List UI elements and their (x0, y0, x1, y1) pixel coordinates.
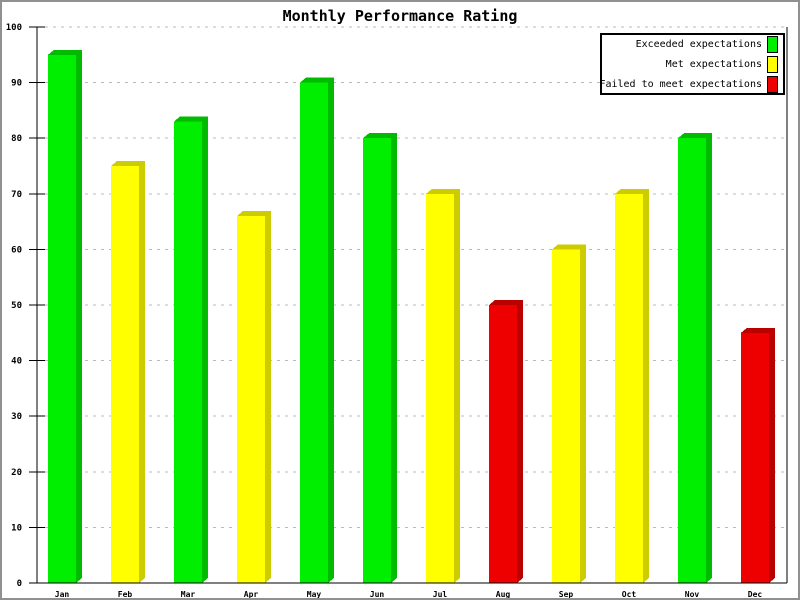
y-tick-label-100: 100 (6, 23, 22, 33)
bar-side-face (139, 161, 145, 583)
legend-label-met: Met expectations (665, 58, 762, 70)
month-label-sep: Sep (559, 590, 574, 599)
bar-top-face (174, 116, 208, 122)
y-tick-label-20: 20 (11, 468, 22, 478)
bar-side-face (76, 49, 82, 584)
bar-jan (48, 49, 82, 584)
bar-apr (237, 211, 271, 584)
y-tick-label-90: 90 (11, 79, 22, 89)
bar-front-face (678, 138, 706, 583)
bar-top-face (426, 188, 460, 194)
bar-front-face (237, 216, 265, 584)
month-label-feb: Feb (118, 590, 133, 599)
legend-swatch-failed-icon (767, 75, 778, 93)
bar-may (300, 77, 334, 583)
gridlines (37, 26, 787, 528)
y-tick-label-60: 60 (11, 245, 22, 255)
legend-item-exceeded: Exceeded expectations (604, 35, 778, 53)
bar-jun (363, 133, 397, 583)
bar-side-face (706, 133, 712, 583)
bar-oct (615, 188, 649, 584)
y-tick-label-50: 50 (11, 301, 22, 311)
month-label-jan: Jan (55, 590, 70, 599)
bar-dec (741, 327, 775, 583)
bar-top-face (741, 327, 775, 333)
bar-top-face (552, 244, 586, 250)
bar-side-face (328, 77, 334, 583)
y-tick-label-0: 0 (17, 579, 22, 589)
month-label-oct: Oct (622, 590, 637, 599)
bar-front-face (615, 193, 643, 584)
bar-side-face (769, 327, 775, 583)
bar-front-face (489, 305, 517, 583)
bar-front-face (48, 54, 76, 584)
bar-top-face (489, 300, 523, 305)
bar-sep (552, 244, 586, 583)
chart-title: Monthly Performance Rating (282, 7, 518, 25)
y-tick-label-30: 30 (11, 412, 22, 422)
y-tick-label-40: 40 (11, 357, 22, 367)
legend-label-failed: Failed to meet expectations (599, 78, 762, 90)
month-label-dec: Dec (748, 590, 763, 599)
legend-swatch-exceeded-icon (767, 35, 778, 53)
bar-top-face (678, 133, 712, 139)
y-tick-label-10: 10 (11, 523, 22, 533)
legend-swatch-met-icon (767, 55, 778, 73)
y-tick-label-80: 80 (11, 134, 22, 144)
bar-top-face (615, 188, 649, 194)
bar-top-face (48, 49, 82, 55)
bar-side-face (517, 300, 523, 583)
bar-front-face (300, 82, 328, 583)
month-label-nov: Nov (685, 590, 700, 599)
legend-item-met: Met expectations (604, 55, 778, 73)
bar-side-face (643, 188, 649, 584)
x-axis-labels: Jan Feb Mar Apr May Jun Jul Aug Sep Oct Nov Dec (55, 590, 763, 599)
month-label-jul: Jul (433, 590, 448, 599)
bar-side-face (391, 133, 397, 583)
bar-front-face (111, 166, 139, 583)
month-label-aug: Aug (496, 590, 511, 599)
bar-top-face (237, 211, 271, 217)
bar-front-face (174, 121, 202, 584)
month-label-jun: Jun (370, 590, 385, 599)
month-label-apr: Apr (244, 590, 259, 599)
bar-side-face (202, 116, 208, 584)
bars (48, 49, 775, 584)
bar-side-face (265, 211, 271, 584)
bar-top-face (363, 133, 397, 139)
y-tick-label-70: 70 (11, 190, 22, 200)
bar-front-face (741, 332, 769, 583)
bar-top-face (300, 77, 334, 83)
month-label-may: May (307, 590, 322, 599)
bar-front-face (363, 138, 391, 583)
bar-front-face (426, 193, 454, 584)
bar-feb (111, 161, 145, 583)
month-label-mar: Mar (181, 590, 196, 599)
bar-front-face (552, 249, 580, 583)
bar-mar (174, 116, 208, 584)
bar-side-face (454, 188, 460, 584)
legend-box: Exceeded expectations Met expectations F… (599, 33, 785, 95)
bar-side-face (580, 244, 586, 583)
legend-label-exceeded: Exceeded expectations (635, 38, 762, 50)
legend-item-failed: Failed to meet expectations (599, 75, 778, 93)
bar-aug (489, 300, 523, 583)
bar-top-face (111, 161, 145, 166)
bar-jul (426, 188, 460, 584)
bar-nov (678, 133, 712, 583)
axes: 0 10 20 30 40 50 60 70 80 90 100 (6, 23, 788, 589)
